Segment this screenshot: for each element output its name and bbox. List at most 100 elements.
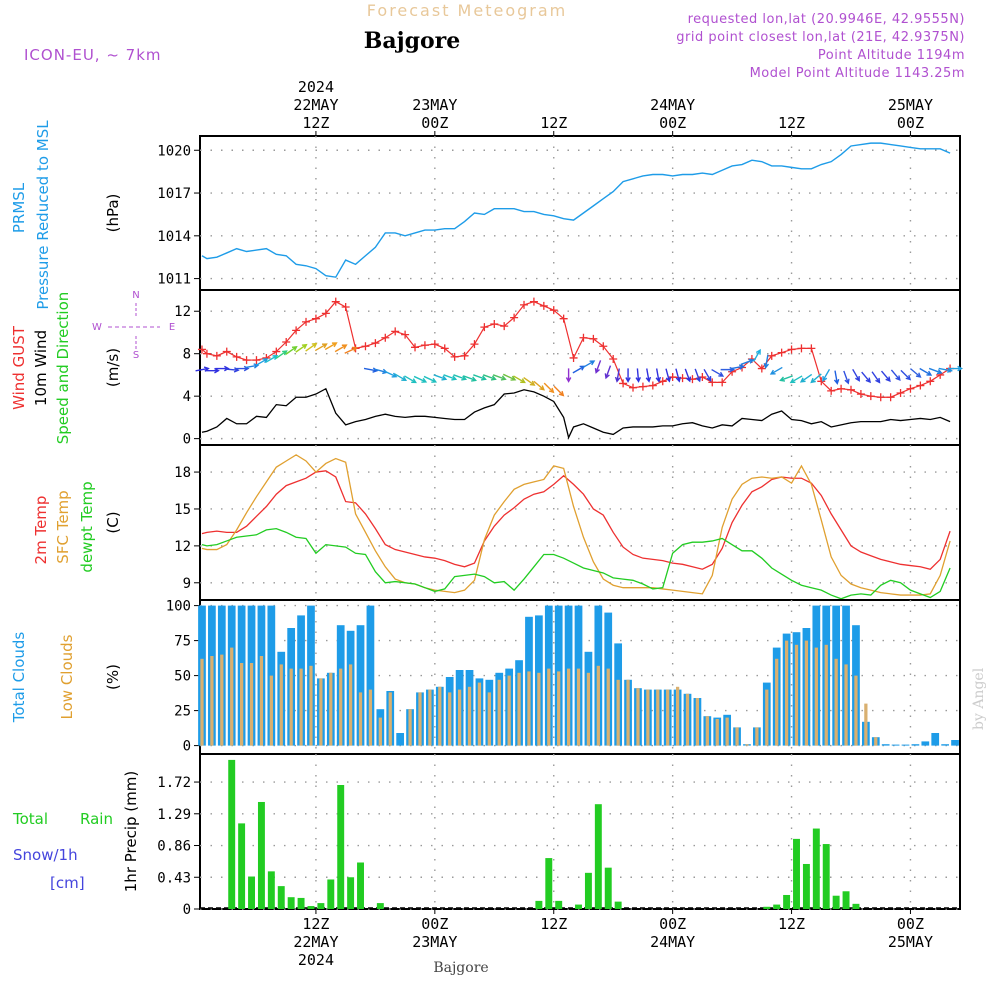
wind-direction-arrow — [295, 343, 308, 353]
time-label-top: 00Z — [897, 114, 924, 132]
gust-marker — [827, 386, 836, 395]
gust-marker — [579, 333, 588, 342]
gust-marker — [420, 341, 429, 350]
wind-direction-arrow — [635, 368, 641, 383]
gust-marker — [886, 393, 895, 402]
bar-low-clouds — [269, 675, 273, 746]
y-axis-unit: (m/s) — [104, 348, 122, 387]
bar-low-clouds — [636, 688, 640, 746]
gust-marker — [401, 330, 410, 339]
bar-rain — [545, 858, 553, 909]
bar-rain — [793, 838, 800, 909]
time-label-bottom: 12Z — [778, 915, 805, 933]
bar-total-clouds — [951, 740, 959, 746]
y-tick-label: 0.86 — [157, 839, 191, 855]
wind-direction-arrow — [324, 342, 338, 351]
time-label-top: 22MAY — [293, 96, 338, 114]
bar-total-clouds — [366, 605, 375, 746]
time-label-top: 2024 — [298, 78, 334, 96]
series-line-dewpt-temp — [201, 527, 951, 600]
wind-direction-arrow — [665, 368, 672, 383]
legend-rain: Rain — [80, 810, 113, 828]
y-tick-label: 1020 — [157, 143, 191, 159]
bar-low-clouds — [388, 692, 392, 746]
y-axis-unit: (hPa) — [104, 194, 122, 233]
bar-low-clouds — [854, 675, 858, 746]
bar-low-clouds — [428, 689, 432, 746]
bar-rain — [812, 828, 820, 909]
wind-direction-arrow — [843, 370, 850, 385]
bar-low-clouds — [378, 717, 382, 746]
wind-direction-arrow — [810, 373, 822, 384]
wind-direction-arrow — [675, 368, 682, 383]
gust-marker — [212, 351, 221, 360]
bar-total-clouds — [396, 733, 405, 746]
bar-low-clouds — [666, 689, 670, 746]
wind-direction-arrow — [423, 375, 438, 383]
bar-low-clouds — [537, 672, 541, 746]
gust-marker — [411, 343, 420, 352]
bar-rain — [248, 876, 255, 909]
y-axis-unit: (C) — [104, 511, 122, 533]
bar-low-clouds — [299, 668, 303, 746]
bar-rain — [802, 863, 810, 909]
bar-low-clouds — [329, 672, 333, 746]
bar-rain — [347, 877, 355, 909]
bar-total-clouds — [901, 744, 910, 746]
bar-low-clouds — [755, 727, 759, 746]
gust-marker — [718, 378, 727, 387]
bar-low-clouds — [289, 668, 293, 746]
header: Forecast Meteogram Bajgore ICON-EU, ~ 7k… — [24, 1, 987, 976]
wind-direction-arrow — [614, 368, 621, 383]
bar-low-clouds — [646, 689, 650, 746]
gust-marker — [311, 314, 320, 323]
wind-direction-arrow — [384, 370, 398, 378]
gust-marker — [302, 317, 311, 326]
wind-direction-arrow — [463, 375, 477, 382]
y-tick-label: 8 — [183, 347, 191, 363]
wind-direction-arrow — [543, 382, 555, 394]
y-tick-label: 18 — [174, 465, 191, 481]
bar-low-clouds — [745, 744, 749, 746]
bar-low-clouds — [517, 672, 521, 746]
gust-marker — [797, 344, 806, 353]
bar-low-clouds — [765, 689, 769, 746]
bar-low-clouds — [358, 692, 363, 746]
gust-marker — [847, 385, 856, 394]
gust-marker — [430, 340, 439, 349]
bar-rain — [822, 844, 830, 909]
y-axis-unit: 1hr Precip (mm) — [122, 771, 140, 892]
gust-marker — [470, 340, 479, 349]
bar-low-clouds — [705, 716, 709, 746]
bar-rain — [297, 897, 305, 909]
time-label-top: 23MAY — [412, 96, 457, 114]
bar-total-clouds — [941, 744, 950, 746]
gust-marker — [638, 382, 647, 391]
panel-frame — [199, 289, 961, 446]
gust-marker — [569, 353, 578, 362]
model-label: ICON-EU, ~ 7km — [24, 46, 162, 64]
bar-total-clouds — [356, 625, 365, 746]
gust-marker — [916, 381, 925, 390]
wind-direction-arrow — [703, 368, 712, 382]
panel-3: 9 12 15 18 (C) 2m Temp SFC Temp dewpt Temp — [32, 444, 961, 601]
legend-snow-unit: [cm] — [50, 874, 85, 892]
gust-marker — [490, 319, 499, 328]
wind-direction-arrow — [482, 374, 497, 381]
wind-direction-arrow — [582, 360, 596, 369]
wind-direction-arrow — [433, 374, 448, 381]
y-tick-label: 1014 — [157, 229, 191, 245]
bar-low-clouds — [467, 686, 472, 746]
gust-marker — [197, 345, 206, 354]
bar-low-clouds — [814, 647, 818, 746]
wind-direction-arrow — [513, 375, 526, 384]
gust-marker — [341, 302, 350, 311]
gust-marker — [767, 351, 776, 360]
gust-marker — [658, 377, 667, 386]
panel-2: 0 4 8 12 (m/s) Wind GUST 10m Wind Speed and Dir… — [10, 289, 964, 448]
bar-low-clouds — [408, 709, 412, 746]
gust-marker — [282, 338, 291, 347]
bar-low-clouds — [259, 656, 264, 746]
bar-low-clouds — [319, 678, 323, 746]
wind-direction-arrow — [275, 350, 288, 360]
